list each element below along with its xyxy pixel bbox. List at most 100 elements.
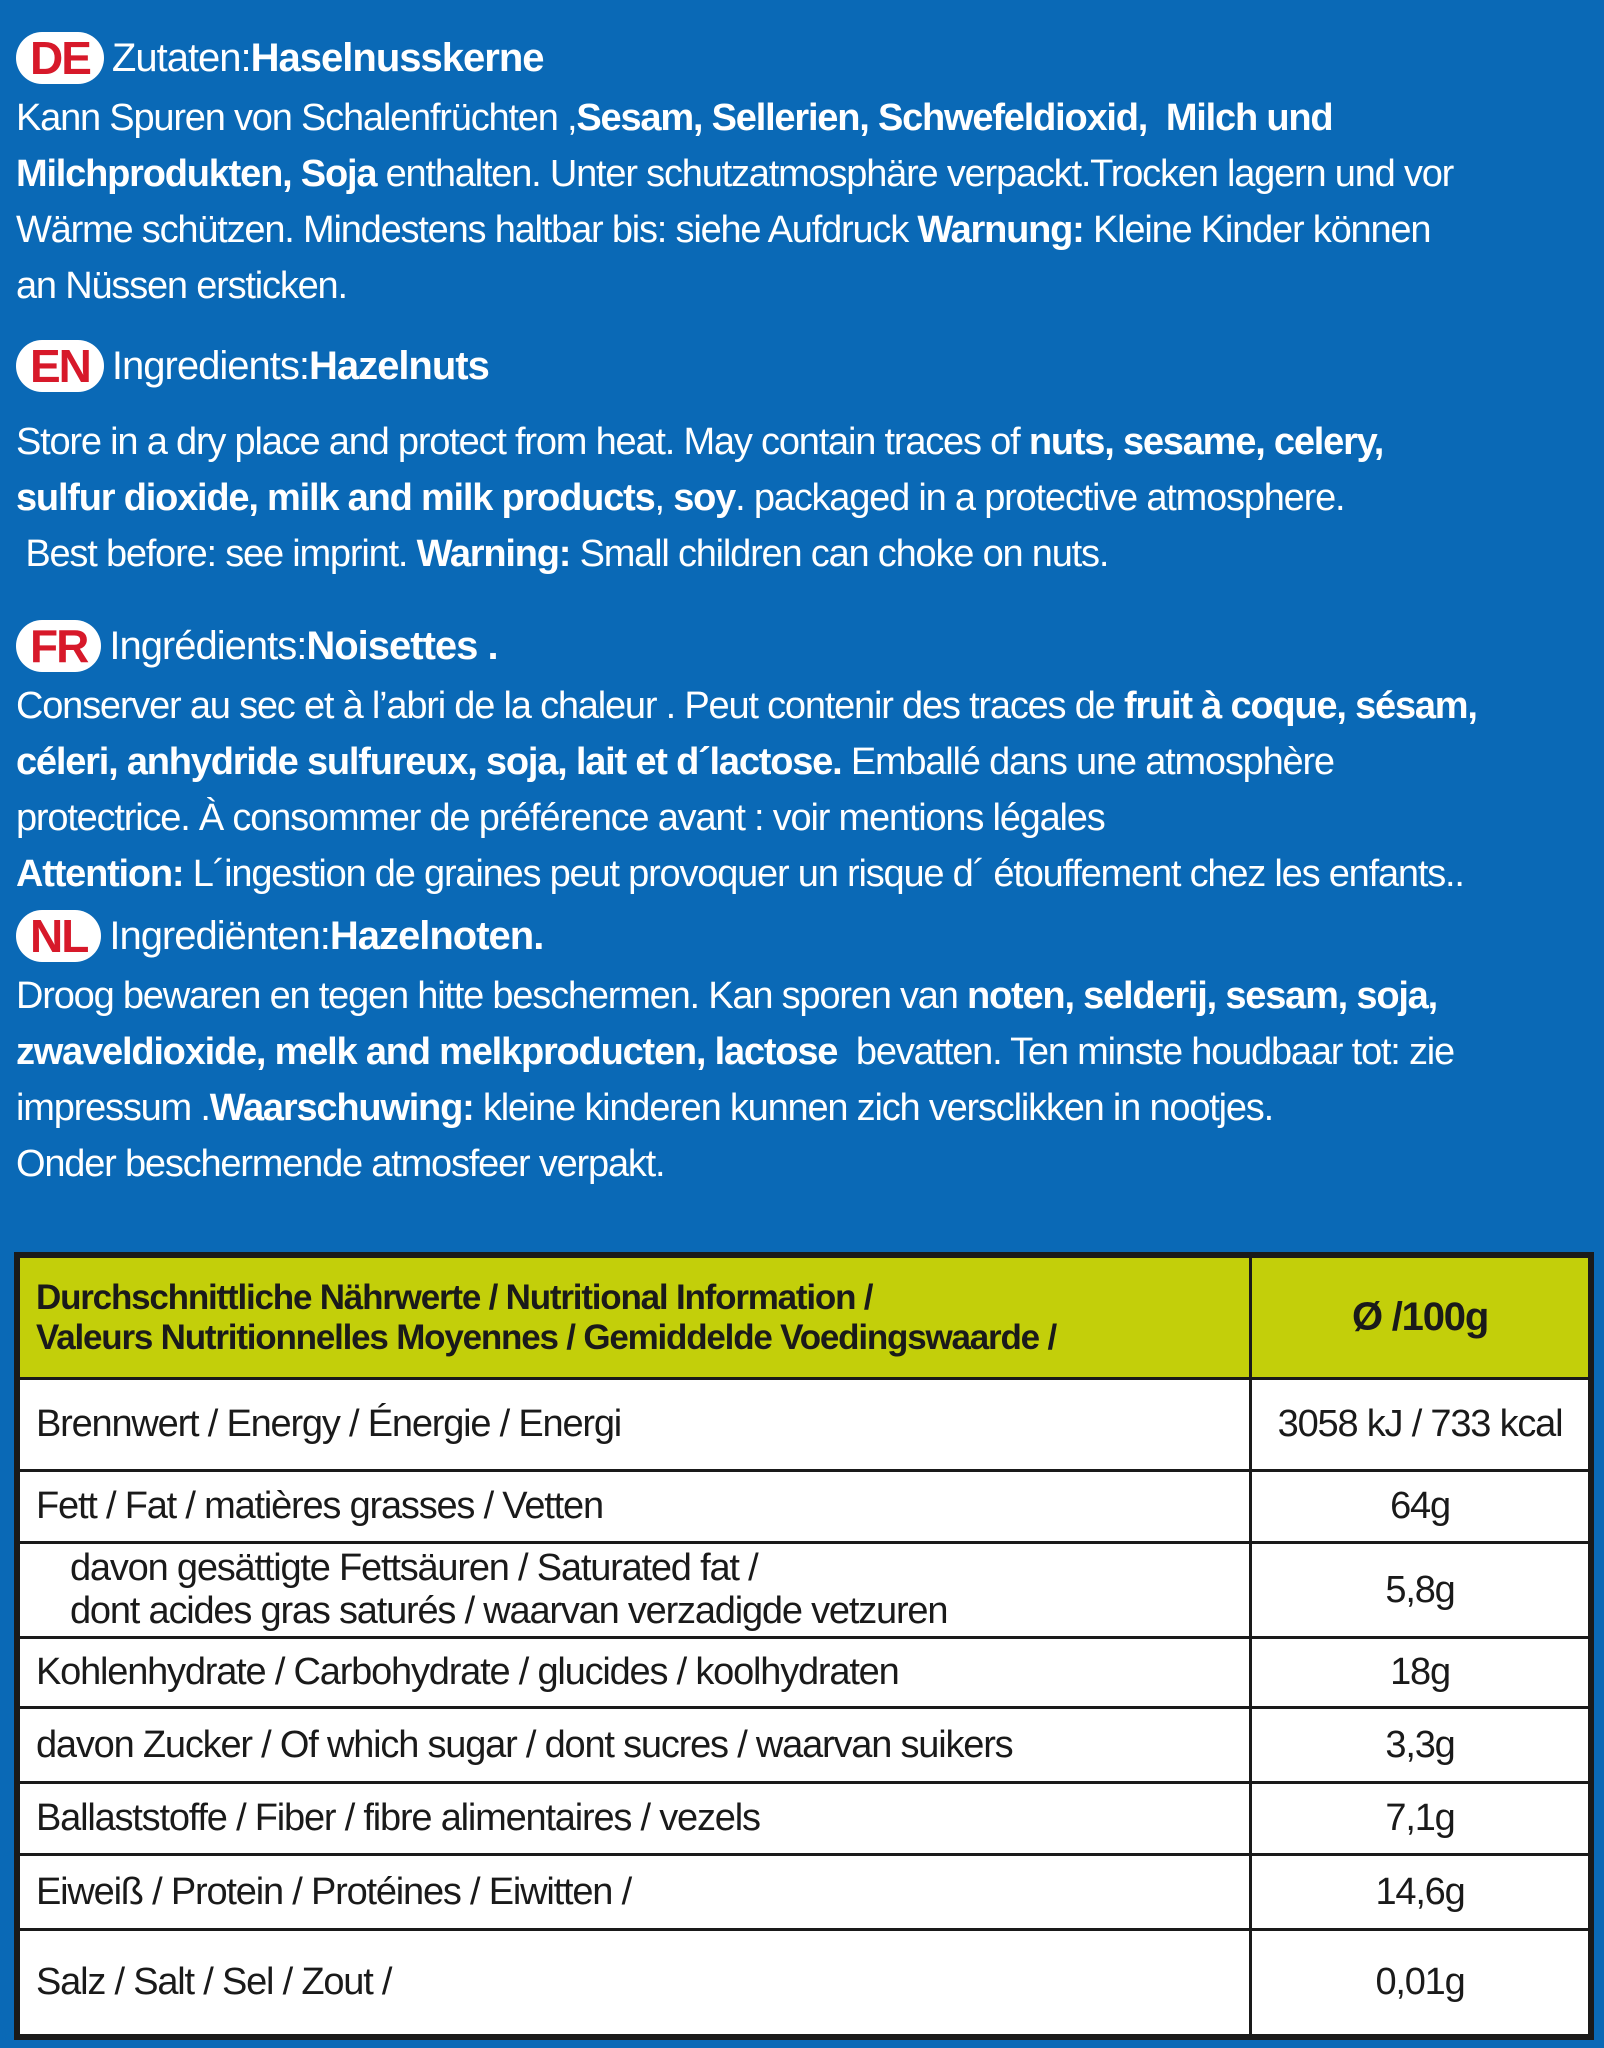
row-label: Ballaststoffe / Fiber / fibre alimentair…	[20, 1784, 1249, 1853]
text-line: Best before: see imprint. Warning: Small…	[16, 526, 1594, 582]
section-nl: NL Ingrediënten: Hazelnoten. Droog bewaren…	[16, 908, 1594, 1192]
bold-text: soy	[673, 477, 736, 519]
row-value: 3,3g	[1249, 1709, 1588, 1781]
text: . packaged in a protective atmosphere.	[735, 477, 1345, 519]
text-line: sulfur dioxide, milk and milk products, …	[16, 470, 1594, 526]
text: L´ingestion de graines peut provoquer un…	[183, 853, 1465, 895]
bold-text: Attention:	[16, 853, 185, 895]
text-line: Onder beschermende atmosfeer verpakt.	[16, 1136, 1594, 1192]
bold-text: Sesam, Sellerien, Schwefeldioxid, Milch …	[576, 97, 1333, 139]
header-line: Durchschnittliche Nährwerte / Nutritiona…	[36, 1277, 874, 1317]
row-label: Salz / Salt / Sel / Zout /	[20, 1931, 1249, 2034]
section-en: EN Ingredients: Hazelnuts Store in a dry p…	[16, 338, 1594, 582]
bold-text: nuts, sesame, celery,	[1028, 421, 1385, 463]
row-label-line: Fett / Fat / matières grasses / Vetten	[36, 1485, 604, 1527]
row-value: 0,01g	[1249, 1931, 1588, 2034]
nutrition-table-header: Durchschnittliche Nährwerte / Nutritiona…	[20, 1258, 1588, 1380]
nutrition-row: Ballaststoffe / Fiber / fibre alimentair…	[20, 1784, 1588, 1856]
product-name: Hazelnoten.	[329, 913, 544, 958]
text: enthalten. Unter schutzatmosphäre verpac…	[376, 153, 1455, 195]
text: kleine kinderen kunnen zich versclikken …	[473, 1087, 1274, 1129]
bold-text: fruit à coque, sésam,	[1123, 685, 1478, 727]
product-name: Hazelnuts	[308, 343, 490, 388]
text: Kleine Kinder können	[1083, 209, 1431, 251]
nutrition-row: Salz / Salt / Sel / Zout / 0,01g	[20, 1931, 1588, 2034]
section-heading: FR Ingrédients: Noisettes .	[16, 618, 1594, 674]
text: Wärme schützen. Mindestens haltbar bis: …	[16, 209, 918, 251]
bold-text: Warning:	[416, 533, 572, 575]
section-heading: DE Zutaten: Haselnusskerne	[16, 30, 1594, 86]
row-label: Eiweiß / Protein / Protéines / Eiwitten …	[20, 1856, 1249, 1928]
text: an Nüssen ersticken.	[16, 265, 348, 307]
text-line: protectrice. À consommer de préférence a…	[16, 790, 1594, 846]
row-label: Kohlenhydrate / Carbohydrate / glucides …	[20, 1639, 1249, 1706]
row-value: 7,1g	[1249, 1784, 1588, 1853]
row-label: davon gesättigte Fettsäuren / Saturated …	[20, 1544, 1249, 1636]
bold-text: céleri, anhydride sulfureux, soja, lait …	[16, 741, 843, 783]
text-line: Store in a dry place and protect from he…	[16, 414, 1594, 470]
text-line: Wärme schützen. Mindestens haltbar bis: …	[16, 202, 1594, 258]
row-label-line: Kohlenhydrate / Carbohydrate / glucides …	[36, 1651, 900, 1693]
nutrition-row: davon Zucker / Of which sugar / dont suc…	[20, 1709, 1588, 1784]
row-label-line: Eiweiß / Protein / Protéines / Eiwitten …	[36, 1870, 632, 1913]
bold-text: Warnung:	[917, 209, 1084, 251]
text: Small children can choke on nuts.	[570, 533, 1110, 575]
text: Kann Spuren von Schalenfrüchten ,	[16, 97, 578, 139]
text: Conserver au sec et à l’abri de la chale…	[16, 685, 1124, 727]
section-fr: FR Ingrédients: Noisettes . Conserver au s…	[16, 618, 1594, 902]
nutrition-row: davon gesättigte Fettsäuren / Saturated …	[20, 1544, 1588, 1639]
text-line: Kann Spuren von Schalenfrüchten ,Sesam, …	[16, 90, 1594, 146]
row-value: 18g	[1249, 1639, 1588, 1706]
text: Best before: see imprint.	[16, 533, 417, 575]
text: Droog bewaren en tegen hitte beschermen.…	[16, 975, 968, 1017]
language-badge: EN	[16, 340, 104, 392]
row-value: 5,8g	[1249, 1544, 1588, 1636]
heading-label: Ingrediënten:	[109, 913, 331, 958]
bold-text: sulfur dioxide, milk and milk products	[16, 477, 656, 519]
nutrition-row: Brennwert / Energy / Énergie / Energi 305…	[20, 1380, 1588, 1472]
language-badge: NL	[16, 910, 102, 962]
nutrition-row: Eiweiß / Protein / Protéines / Eiwitten …	[20, 1856, 1588, 1931]
section-de: DE Zutaten: Haselnusskerne Kann Spuren von…	[16, 30, 1594, 314]
text-line: an Nüssen ersticken.	[16, 258, 1594, 314]
text-line: Conserver au sec et à l’abri de la chale…	[16, 678, 1594, 734]
bold-text: Waarschuwing:	[209, 1087, 475, 1129]
text: impressum .	[16, 1087, 211, 1129]
row-value: 3058 kJ / 733 kcal	[1249, 1380, 1588, 1469]
row-label-line: Brennwert / Energy / Énergie / Energi	[36, 1403, 622, 1445]
heading-label: Ingredients:	[111, 343, 310, 388]
text: Onder beschermende atmosfeer verpakt.	[16, 1143, 666, 1185]
heading-label: Ingrédients:	[109, 623, 307, 668]
product-name: Haselnusskerne	[250, 35, 545, 80]
text: Store in a dry place and protect from he…	[16, 421, 1029, 463]
header-label: Durchschnittliche Nährwerte / Nutritiona…	[20, 1258, 1249, 1377]
language-badge: FR	[16, 620, 102, 672]
text-line: Attention: L´ingestion de graines peut p…	[16, 846, 1594, 902]
nutrition-row: Kohlenhydrate / Carbohydrate / glucides …	[20, 1639, 1588, 1709]
text: bevatten. Ten minste houdbaar tot: zie	[837, 1031, 1455, 1073]
product-name: Noisettes .	[306, 623, 498, 668]
language-badge: DE	[16, 32, 104, 84]
row-label-line: davon Zucker / Of which sugar / dont suc…	[36, 1723, 1014, 1766]
bold-text: zwaveldioxide, melk and melkproducten, l…	[16, 1031, 838, 1073]
text: ,	[654, 477, 674, 519]
text-line: céleri, anhydride sulfureux, soja, lait …	[16, 734, 1594, 790]
nutrition-table: Durchschnittliche Nährwerte / Nutritiona…	[14, 1252, 1594, 2040]
row-label-line: Ballaststoffe / Fiber / fibre alimentair…	[36, 1797, 761, 1839]
row-value: 64g	[1249, 1472, 1588, 1541]
nutrition-row: Fett / Fat / matières grasses / Vetten 64…	[20, 1472, 1588, 1544]
row-label: davon Zucker / Of which sugar / dont suc…	[20, 1709, 1249, 1781]
row-value: 14,6g	[1249, 1856, 1588, 1928]
text: protectrice. À consommer de préférence a…	[16, 797, 1106, 839]
row-label-line: dont acides gras saturés / waarvan verza…	[70, 1590, 948, 1632]
bold-text: noten, selderij, sesam, soja,	[967, 975, 1438, 1017]
text-line: zwaveldioxide, melk and melkproducten, l…	[16, 1024, 1594, 1080]
text-line: Milchprodukten, Soja enthalten. Unter sc…	[16, 146, 1594, 202]
header-line: Valeurs Nutritionnelles Moyennes / Gemid…	[36, 1317, 1057, 1357]
per-100g-header: Ø /100g	[1249, 1258, 1588, 1377]
row-label: Fett / Fat / matières grasses / Vetten	[20, 1472, 1249, 1541]
section-heading: NL Ingrediënten: Hazelnoten.	[16, 908, 1594, 964]
text-line: Droog bewaren en tegen hitte beschermen.…	[16, 968, 1594, 1024]
bold-text: Milchprodukten, Soja	[16, 153, 377, 195]
heading-label: Zutaten:	[111, 35, 252, 80]
